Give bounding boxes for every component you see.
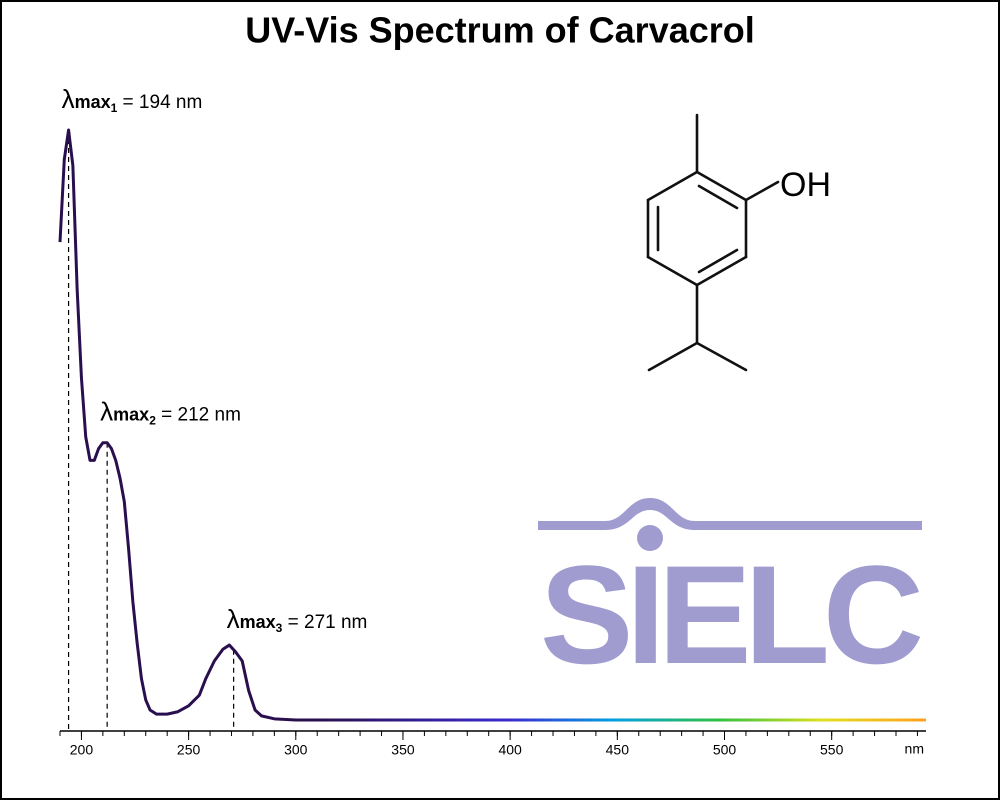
sub-max: max	[240, 612, 276, 632]
peak-label: λmax2 = 212 nm	[100, 397, 241, 428]
peak-label: λmax1 = 194 nm	[62, 84, 203, 115]
sub-index: 2	[149, 414, 156, 428]
logo: SIELC	[538, 498, 925, 693]
logo-dot	[637, 525, 663, 551]
x-tick-label: 450	[606, 742, 630, 758]
x-tick-label: 250	[177, 742, 201, 758]
lambda: λ	[62, 84, 75, 114]
logo-text: SIELC	[540, 536, 921, 693]
structure-label: OH	[780, 166, 831, 204]
x-tick-label: 300	[284, 742, 308, 758]
x-tick-label: 200	[70, 742, 94, 758]
x-tick-label: 550	[820, 742, 844, 758]
chart-title: UV-Vis Spectrum of Carvacrol	[245, 10, 755, 51]
structure: OH	[646, 113, 831, 372]
peak-label: λmax3 = 271 nm	[227, 604, 368, 635]
x-tick-label: 400	[498, 742, 522, 758]
peak-text: = 212 nm	[156, 405, 241, 426]
peak-text: = 271 nm	[282, 612, 367, 633]
x-unit: nm	[905, 741, 924, 757]
lambda: λ	[100, 397, 113, 427]
sub-index: 1	[111, 101, 118, 115]
x-tick-label: 500	[713, 742, 737, 758]
logo-swoosh	[538, 498, 922, 530]
sub-index: 3	[276, 621, 283, 635]
sub-max: max	[75, 92, 111, 112]
peak-text: = 194 nm	[117, 92, 202, 113]
lambda: λ	[227, 604, 240, 634]
sub-max: max	[113, 405, 149, 425]
x-tick-label: 350	[391, 742, 415, 758]
spectrum-line	[58, 128, 926, 722]
